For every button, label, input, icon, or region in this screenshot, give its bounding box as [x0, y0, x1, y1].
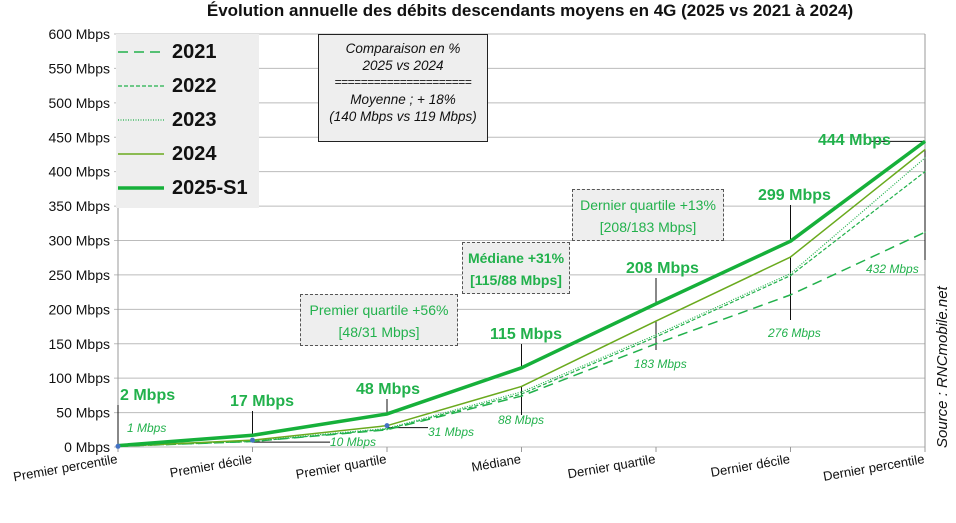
data-point-2023	[520, 391, 523, 393]
x-tick-label: Dernier percentile	[822, 451, 926, 484]
y-tick-label: 450 Mbps	[49, 129, 110, 145]
x-tick-label: Premier décile	[169, 451, 253, 480]
marker-point	[384, 423, 390, 429]
annotation-mediane: Médiane +31% [115/88 Mbps]	[462, 242, 570, 294]
data-point-2025-S1	[520, 367, 523, 369]
data-point-2021	[655, 343, 657, 345]
data-point-2025-S1	[924, 140, 926, 142]
data-point-2025-S1	[789, 240, 792, 242]
label-2025: 299 Mbps	[758, 187, 831, 204]
y-tick-label: 0 Mbps	[64, 439, 110, 455]
legend-label: 2021	[172, 40, 217, 63]
legend-swatch	[118, 152, 164, 155]
label-2024: 183 Mbps	[634, 357, 687, 371]
label-2025: 115 Mbps	[490, 326, 563, 343]
annotation-text: Premier quartile +56%	[309, 302, 449, 318]
label-2025: 444 Mbps	[818, 132, 891, 149]
data-point-2025-S1	[655, 303, 657, 305]
label-2025: 17 Mbps	[230, 393, 295, 410]
legend-label: 2022	[172, 74, 217, 97]
data-point-2025-S1	[386, 413, 388, 415]
data-point-2021	[924, 231, 926, 233]
marker-point	[250, 437, 255, 443]
legend-item-2024: 2024	[116, 137, 259, 170]
label-2024: 88 Mbps	[498, 413, 545, 427]
annotation-text: [115/88 Mbps]	[470, 272, 562, 288]
y-tick-label: 50 Mbps	[56, 405, 110, 421]
data-point-2022	[789, 275, 792, 277]
label-2025: 208 Mbps	[626, 260, 699, 277]
legend-swatch	[118, 118, 164, 121]
legend-label: 2024	[172, 142, 217, 165]
data-point-2024	[520, 385, 523, 388]
y-tick-label: 350 Mbps	[49, 198, 110, 214]
comparison-line: Comparaison en %	[345, 41, 461, 56]
data-point-2022	[924, 171, 926, 173]
data-point-2022	[520, 393, 523, 395]
comparison-line: 2025 vs 2024	[362, 58, 444, 73]
comparison-separator: =====================	[334, 75, 472, 89]
legend: 2021 2022 2023 2024 2025-S1	[116, 34, 259, 208]
comparison-box: Comparaison en % 2025 vs 2024 ==========…	[318, 34, 488, 142]
y-tick-label: 250 Mbps	[49, 267, 110, 283]
legend-swatch	[118, 185, 164, 190]
legend-swatch	[118, 84, 164, 87]
data-point-2023	[789, 272, 792, 275]
source-label: Source : RNCmobile.net	[934, 286, 951, 448]
legend-item-2022: 2022	[116, 69, 259, 102]
label-2025: 48 Mbps	[356, 381, 421, 398]
data-point-2023	[924, 157, 926, 159]
data-point-2021	[789, 294, 792, 296]
label-2024: 10 Mbps	[330, 435, 377, 449]
annotation-text: Dernier quartile +13%	[580, 197, 716, 213]
legend-item-2023: 2023	[116, 103, 259, 136]
y-tick-label: 400 Mbps	[49, 164, 110, 180]
annotation-dernier-quartile: Dernier quartile +13% [208/183 Mbps]	[572, 189, 724, 241]
comparison-line: (140 Mbps vs 119 Mbps)	[329, 109, 477, 124]
data-point-2025-S1	[251, 434, 254, 436]
legend-item-2025: 2025-S1	[116, 171, 259, 204]
x-tick-label: Médiane	[470, 451, 522, 474]
y-tick-label: 200 Mbps	[49, 301, 110, 317]
comparison-line: Moyenne ; + 18%	[350, 92, 456, 107]
chart-title: Évolution annuelle des débits descendant…	[206, 1, 854, 20]
marker-point	[115, 443, 121, 449]
annotation-text: Médiane +31%	[467, 250, 565, 266]
legend-label: 2023	[172, 108, 217, 131]
x-tick-label: Dernier décile	[709, 451, 791, 480]
label-2024: 276 Mbps	[768, 326, 821, 340]
label-2025: 2 Mbps	[120, 387, 176, 404]
data-point-2022	[655, 336, 657, 338]
data-point-2023	[655, 334, 657, 336]
x-tick-label: Dernier quartile	[566, 451, 656, 481]
annotation-premier-quartile: Premier quartile +56% [48/31 Mbps]	[300, 294, 458, 346]
legend-item-2021: 2021	[116, 35, 259, 68]
y-tick-label: 300 Mbps	[49, 233, 110, 249]
label-2024: 1 Mbps	[127, 421, 167, 435]
legend-label: 2025-S1	[172, 176, 248, 199]
label-2024: 432 Mbps	[866, 262, 919, 276]
annotation-text: [208/183 Mbps]	[599, 219, 697, 235]
legend-swatch	[118, 50, 164, 53]
data-point-2021	[520, 395, 523, 397]
data-point-2024	[655, 320, 657, 322]
annotation-text: [48/31 Mbps]	[338, 324, 420, 340]
y-tick-label: 550 Mbps	[49, 60, 110, 76]
x-tick-label: Premier quartile	[295, 451, 388, 482]
x-tick-label: Premier percentile	[12, 451, 119, 484]
label-2024: 31 Mbps	[428, 425, 475, 439]
y-tick-label: 100 Mbps	[49, 370, 110, 386]
data-point-2024	[789, 256, 792, 258]
y-tick-label: 600 Mbps	[49, 26, 110, 42]
y-tick-label: 500 Mbps	[49, 95, 110, 111]
y-tick-label: 150 Mbps	[49, 336, 110, 352]
data-point-2024	[924, 149, 926, 151]
